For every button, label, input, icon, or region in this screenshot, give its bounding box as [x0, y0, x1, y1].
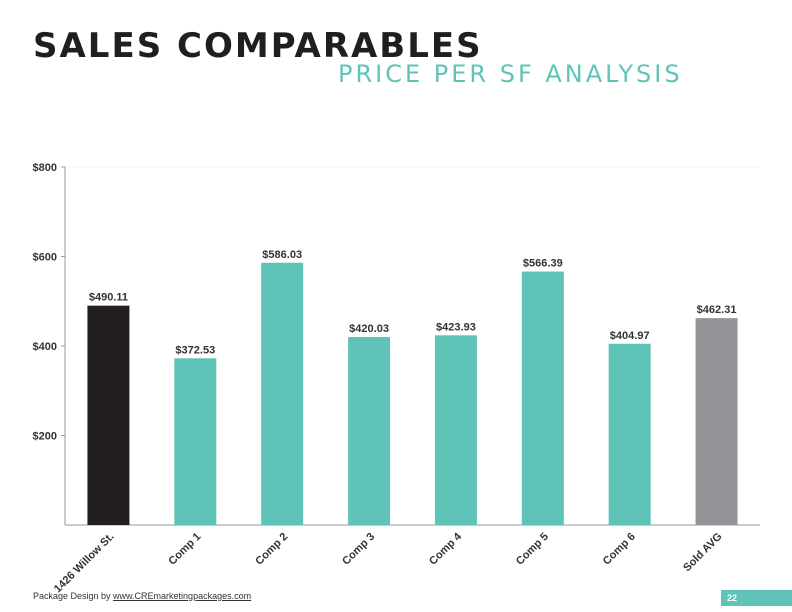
bar — [434, 335, 477, 525]
page-subtitle: PRICE PER SF ANALYSIS — [338, 60, 683, 88]
bar-value-label: $490.11 — [89, 292, 128, 304]
bar-value-label: $404.97 — [610, 330, 650, 342]
bar-value-label: $423.93 — [436, 321, 476, 333]
y-tick-label: $600 — [33, 252, 57, 264]
footer-link[interactable]: www.CREmarketingpackages.com — [113, 591, 252, 601]
bar — [608, 343, 651, 525]
bar-value-label: $586.03 — [262, 249, 302, 261]
page-title: SALES COMPARABLES — [33, 26, 483, 66]
y-tick-label: $800 — [33, 162, 57, 174]
x-tick-label: Comp 1 — [166, 531, 203, 568]
footer-credit: Package Design by www.CREmarketingpackag… — [33, 591, 251, 601]
x-tick-label: Comp 6 — [601, 531, 638, 568]
y-tick-label: $400 — [33, 341, 57, 353]
x-tick-label: Comp 2 — [253, 531, 290, 568]
x-tick-label: Sold AVG — [681, 531, 724, 574]
bar-value-label: $420.03 — [349, 323, 389, 335]
bar-value-label: $462.31 — [697, 304, 737, 316]
bar — [695, 318, 738, 525]
x-tick-label: 1426 Willow St. — [52, 531, 117, 596]
bar-value-label: $372.53 — [175, 344, 215, 356]
bar — [348, 337, 391, 525]
page-number: 22 — [721, 590, 792, 606]
footer-text: Package Design by — [33, 591, 114, 601]
bar — [174, 358, 217, 525]
bar — [261, 262, 304, 525]
x-tick-label: Comp 4 — [427, 530, 465, 568]
bar — [521, 271, 564, 525]
x-tick-label: Comp 5 — [514, 531, 551, 568]
bar — [87, 305, 130, 525]
x-tick-label: Comp 3 — [340, 531, 377, 568]
bar-value-label: $566.39 — [523, 258, 563, 270]
y-tick-label: $200 — [33, 431, 57, 443]
